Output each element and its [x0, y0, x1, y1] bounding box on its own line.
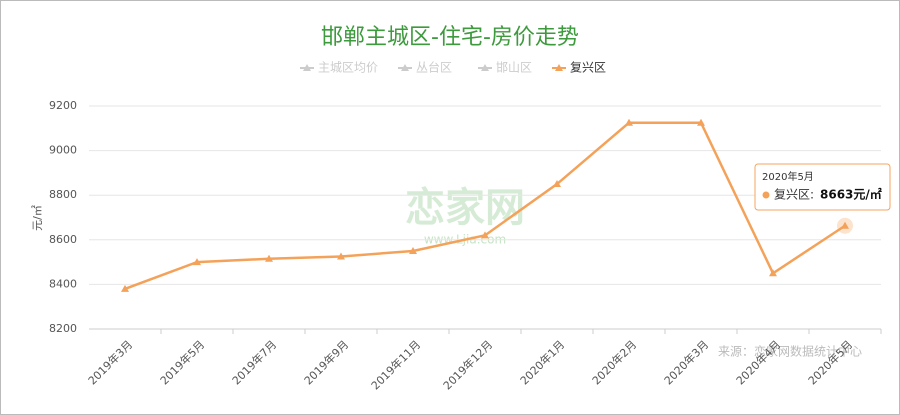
y-tick-label: 8200 [49, 322, 77, 335]
point [409, 246, 417, 254]
point [769, 269, 777, 277]
legend-marker [481, 64, 489, 71]
y-axis-label: 元/㎡ [31, 205, 44, 231]
source: 来源：恋家网数据统计中心 [718, 344, 862, 359]
y-tick-label: 8600 [49, 233, 77, 246]
legend-label: 邯山区 [496, 60, 532, 75]
legend-marker [303, 64, 311, 71]
legend-label: 丛台区 [416, 60, 452, 75]
point [337, 252, 345, 260]
tooltip-value: 8663元/㎡ [820, 187, 882, 202]
point [625, 118, 633, 126]
y-tick-label: 9200 [49, 99, 77, 112]
chart-title: 邯郸主城区-住宅-房价走势 [321, 25, 579, 50]
legend-label: 复兴区 [570, 61, 606, 75]
tooltip-halo [837, 217, 853, 234]
tooltip-title: 2020年5月 [762, 170, 814, 183]
y-tick-label: 8800 [49, 188, 77, 201]
tooltip-label: 复兴区: [774, 188, 814, 202]
y-tick-label: 9000 [49, 144, 77, 157]
legend-marker [401, 64, 409, 71]
point [193, 258, 201, 266]
watermark: 恋家网 [405, 185, 525, 231]
point [265, 254, 273, 262]
y-tick-label: 8400 [49, 277, 77, 290]
point [553, 180, 561, 188]
point [841, 221, 849, 229]
point [481, 231, 489, 239]
legend-label: 主城区均价 [318, 61, 378, 75]
legend-marker [555, 64, 563, 71]
tooltip-box [754, 163, 891, 211]
point [697, 118, 705, 126]
tooltip-dot [762, 191, 770, 199]
point [121, 284, 129, 292]
